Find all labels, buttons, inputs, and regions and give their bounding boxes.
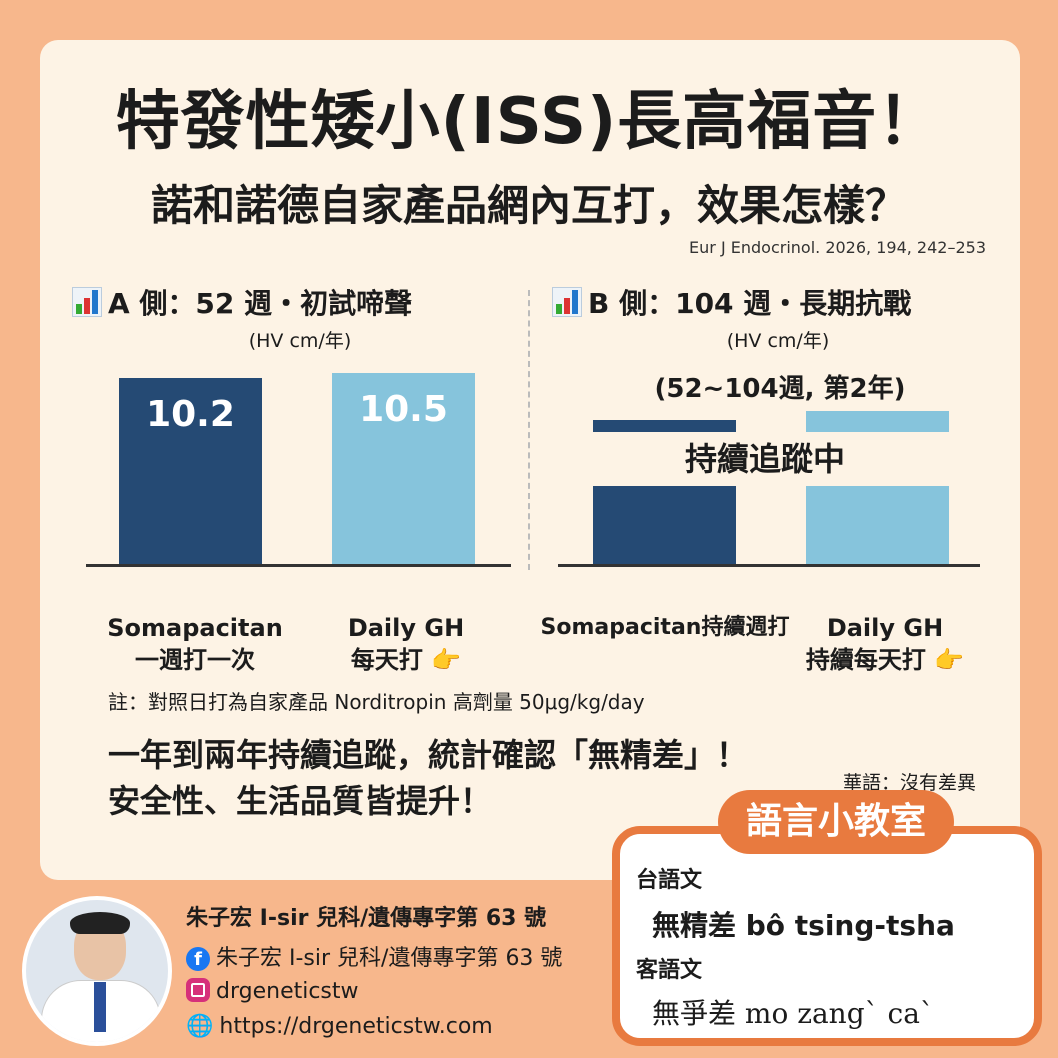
category-label: Somapacitan持續週打	[540, 615, 790, 640]
language-badge: 語言小教室	[718, 790, 954, 854]
category-label: Somapacitan 一週打一次	[107, 614, 283, 674]
page-title: 特發性矮小(ISS)長高福音！	[115, 85, 943, 159]
globe-icon: 🌐	[186, 1014, 214, 1039]
instagram-link[interactable]: drgeneticstw	[186, 978, 359, 1004]
tracking-overlay: 持續追蹤中	[566, 432, 964, 486]
citation: Eur J Endocrinol. 2026, 194, 242–253	[689, 238, 986, 257]
conclusion: 一年到兩年持續追蹤，統計確認「無精差」！ 安全性、生活品質皆提升！	[108, 736, 749, 820]
bar-chart-icon	[552, 287, 582, 317]
panel-a-baseline	[86, 564, 511, 567]
panel-b-unit: (HV cm/年)	[726, 330, 830, 352]
panel-a-title: A 側：52 週・初試啼聲	[72, 282, 412, 322]
bar-value-label: 10.2	[146, 394, 235, 436]
website-link[interactable]: 🌐 https://drgeneticstw.com	[186, 1014, 493, 1039]
author-name: 朱子宏 I-sir 兒科/遺傳專字第 63 號	[186, 906, 547, 931]
panel-b-period: (52~104週, 第2年)	[654, 374, 906, 404]
panel-a-unit: (HV cm/年)	[248, 330, 352, 352]
avatar	[22, 896, 172, 1046]
hakka-label: 客語文	[636, 958, 703, 983]
facebook-icon: f	[186, 947, 210, 971]
hakka-term: 無爭差 mo zang` ca`	[652, 997, 934, 1030]
footnote: 註：對照日打為自家產品 Norditropin 高劑量 50μg/kg/day	[108, 690, 645, 714]
panel-b-baseline	[558, 564, 980, 567]
facebook-link[interactable]: f 朱子宏 I-sir 兒科/遺傳專字第 63 號	[186, 940, 562, 972]
bar-value-label: 10.5	[359, 388, 448, 430]
instagram-icon	[186, 978, 210, 1002]
bar-a-daily-gh: 10.5	[332, 372, 475, 565]
divider	[528, 290, 530, 570]
category-label: Daily GH 持續每天打 👉	[805, 614, 965, 674]
taiwanese-term: 無精差 bô tsing-tsha	[652, 909, 955, 942]
bar-a-somapacitan: 10.2	[119, 378, 262, 565]
panel-b-title: B 側：104 週・長期抗戰	[552, 282, 911, 322]
bar-chart-icon	[72, 287, 102, 317]
taiwanese-label: 台語文	[636, 868, 703, 893]
category-label: Daily GH 每天打 👉	[347, 614, 465, 674]
page-subtitle: 諾和諾德自家產品網內互打，效果怎樣？	[150, 181, 907, 230]
mandarin-meaning: 華語：沒有差異	[843, 772, 977, 794]
